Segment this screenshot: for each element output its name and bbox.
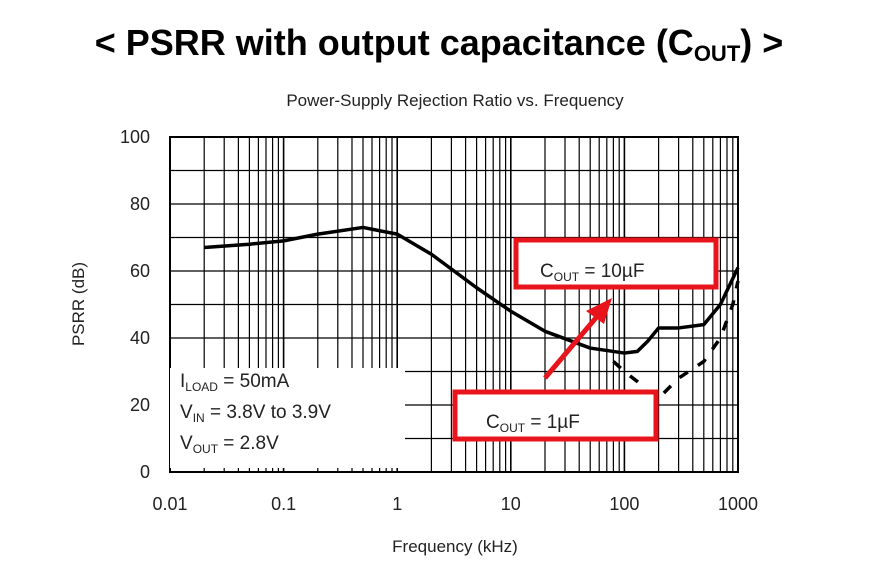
condition-vin: VIN = 3.8V to 3.9V [180, 402, 331, 425]
conditions-box [170, 368, 405, 468]
y-tick-label: 40 [130, 328, 150, 348]
x-axis-label: Frequency (kHz) [392, 537, 518, 556]
y-tick-label: 60 [130, 261, 150, 281]
series-line-10uf [204, 225, 740, 355]
y-tick-label: 20 [130, 395, 150, 415]
x-tick-label: 0.01 [152, 494, 187, 514]
x-tick-label: 100 [609, 494, 639, 514]
x-tick-label: 1 [392, 494, 402, 514]
annotation-arrow [543, 311, 602, 380]
x-tick-label: 10 [501, 494, 521, 514]
y-tick-label: 0 [140, 462, 150, 482]
tick-labels: 0.01 0.1 1 10 100 1000 0 20 40 60 80 100 [120, 127, 758, 514]
x-tick-label: 1000 [718, 494, 758, 514]
y-tick-label: 80 [130, 194, 150, 214]
series [204, 225, 740, 401]
slide-title: < PSRR with output capacitance (COUT) > [94, 22, 784, 66]
y-axis-label: PSRR (dB) [69, 262, 88, 346]
chart-title: Power-Supply Rejection Ratio vs. Frequen… [286, 91, 624, 110]
annotation-box-1uf [452, 389, 659, 442]
series-line-1uf [612, 280, 740, 401]
annotation-box-10uf [513, 237, 719, 290]
arrow-head-icon [586, 298, 612, 324]
x-tick-label: 0.1 [271, 494, 296, 514]
annotation-10uf: COUT = 10µF [540, 261, 644, 284]
annotation-1uf: COUT = 1µF [486, 412, 580, 435]
y-tick-label: 100 [120, 127, 150, 147]
